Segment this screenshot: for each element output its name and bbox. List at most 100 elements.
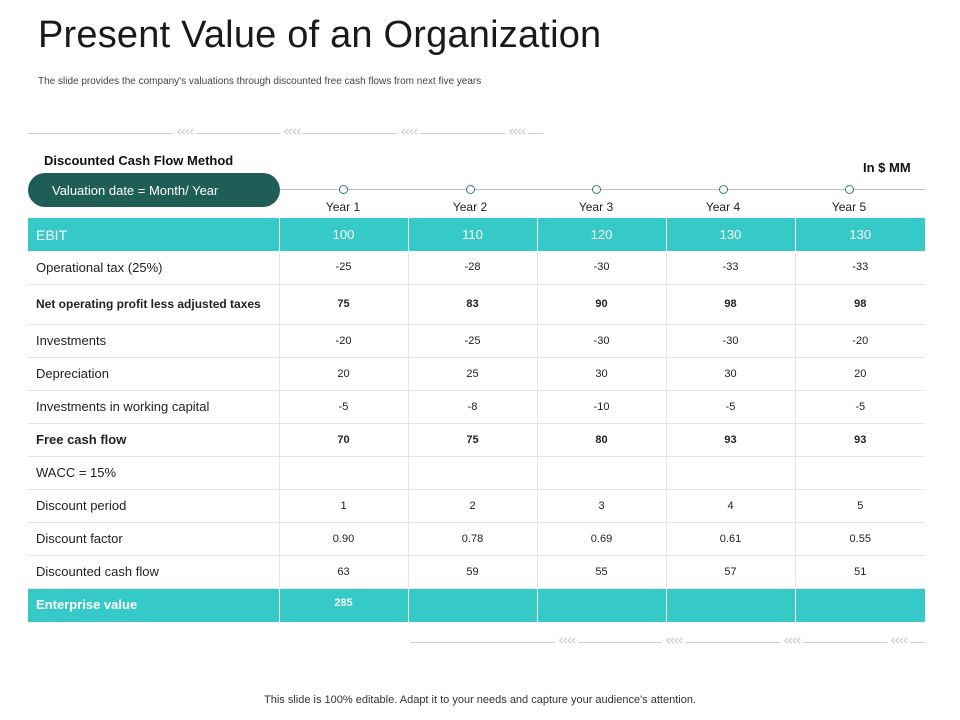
- cell: 98: [795, 284, 925, 325]
- timeline-dot: [719, 185, 728, 194]
- table-row-wacc: WACC = 15%: [28, 456, 925, 490]
- cell: -33: [795, 251, 925, 285]
- cell: 285: [279, 588, 409, 622]
- cell: -30: [666, 324, 796, 358]
- timeline-dot: [845, 185, 854, 194]
- timeline-line: [280, 189, 925, 190]
- cell: 120: [537, 218, 667, 251]
- table-row-free-cash-flow: Free cash flow 70 75 80 93 93: [28, 423, 925, 457]
- cell: 30: [666, 357, 796, 391]
- year-label: Year 5: [831, 200, 867, 214]
- cell: 2: [408, 489, 538, 523]
- slide-subtitle: The slide provides the company's valuati…: [38, 76, 482, 87]
- table-row-ebit: EBIT 100 110 120 130 130: [28, 218, 925, 251]
- chevron-left-icon: ‹‹‹‹: [397, 122, 420, 140]
- cell: 80: [537, 423, 667, 457]
- table-row-investments: Investments -20 -25 -30 -30 -20: [28, 324, 925, 358]
- cell: 25: [408, 357, 538, 391]
- row-label: Depreciation: [28, 357, 280, 391]
- chevron-left-icon: ‹‹‹‹: [780, 631, 803, 649]
- table-row-depreciation: Depreciation 20 25 30 30 20: [28, 357, 925, 391]
- table-row-discount-factor: Discount factor 0.90 0.78 0.69 0.61 0.55: [28, 522, 925, 556]
- valuation-date-pill: Valuation date = Month/ Year: [28, 173, 280, 207]
- cell: 63: [279, 555, 409, 589]
- cell: -5: [666, 390, 796, 424]
- chevron-left-icon: ‹‹‹‹: [505, 122, 528, 140]
- cell: 110: [408, 218, 538, 251]
- cell: 130: [795, 218, 925, 251]
- cell: 100: [279, 218, 409, 251]
- cell: [537, 588, 667, 622]
- cell: [666, 588, 796, 622]
- footer-note: This slide is 100% editable. Adapt it to…: [264, 694, 696, 706]
- cell: 5: [795, 489, 925, 523]
- cell: -5: [279, 390, 409, 424]
- table-row-discount-period: Discount period 1 2 3 4 5: [28, 489, 925, 523]
- cell: [666, 456, 796, 490]
- cell: 93: [795, 423, 925, 457]
- cell: -28: [408, 251, 538, 285]
- cell: [795, 588, 925, 622]
- cell: -20: [279, 324, 409, 358]
- table-row-operational-tax: Operational tax (25%) -25 -28 -30 -33 -3…: [28, 251, 925, 285]
- cell: 0.90: [279, 522, 409, 556]
- cell: 90: [537, 284, 667, 325]
- cell: 70: [279, 423, 409, 457]
- row-label: Discount period: [28, 489, 280, 523]
- row-label: Investments: [28, 324, 280, 358]
- table-row-discounted-cash-flow: Discounted cash flow 63 59 55 57 51: [28, 555, 925, 589]
- cell: 83: [408, 284, 538, 325]
- cell: 0.55: [795, 522, 925, 556]
- chevron-left-icon: ‹‹‹‹: [280, 122, 303, 140]
- unit-label: In $ MM: [863, 160, 911, 175]
- cell: 57: [666, 555, 796, 589]
- cell: 0.61: [666, 522, 796, 556]
- cell: -30: [537, 251, 667, 285]
- cell: 30: [537, 357, 667, 391]
- year-label: Year 2: [452, 200, 488, 214]
- year-label: Year 3: [578, 200, 614, 214]
- cell: 93: [666, 423, 796, 457]
- cell: 98: [666, 284, 796, 325]
- cell: -25: [408, 324, 538, 358]
- cell: -5: [795, 390, 925, 424]
- cell: [408, 456, 538, 490]
- row-label: WACC = 15%: [28, 456, 280, 490]
- method-label: Discounted Cash Flow Method: [44, 153, 234, 168]
- cell: -33: [666, 251, 796, 285]
- valuation-date-text: Valuation date = Month/ Year: [52, 182, 219, 198]
- cell: 0.78: [408, 522, 538, 556]
- cell: -20: [795, 324, 925, 358]
- timeline-dot: [466, 185, 475, 194]
- row-label: Enterprise value: [28, 588, 280, 622]
- table-row-working-capital: Investments in working capital -5 -8 -10…: [28, 390, 925, 424]
- cell: 55: [537, 555, 667, 589]
- timeline-dot: [592, 185, 601, 194]
- chevron-left-icon: ‹‹‹‹: [662, 631, 685, 649]
- row-label: Investments in working capital: [28, 390, 280, 424]
- cell: -25: [279, 251, 409, 285]
- cell: 130: [666, 218, 796, 251]
- cell: 51: [795, 555, 925, 589]
- slide-title: Present Value of an Organization: [38, 14, 602, 56]
- dcf-table: EBIT 100 110 120 130 130 Operational tax…: [28, 218, 925, 622]
- cell: [279, 456, 409, 490]
- cell: -10: [537, 390, 667, 424]
- cell: -8: [408, 390, 538, 424]
- cell: [537, 456, 667, 490]
- row-label: Operational tax (25%): [28, 251, 280, 285]
- chevron-left-icon: ‹‹‹‹: [555, 631, 578, 649]
- cell: 3: [537, 489, 667, 523]
- chevron-left-icon: ‹‹‹‹: [887, 631, 910, 649]
- cell: 59: [408, 555, 538, 589]
- cell: [408, 588, 538, 622]
- year-label: Year 4: [705, 200, 741, 214]
- cell: -30: [537, 324, 667, 358]
- cell: 4: [666, 489, 796, 523]
- year-label: Year 1: [325, 200, 361, 214]
- row-label: Free cash flow: [28, 423, 280, 457]
- row-label: EBIT: [28, 218, 280, 251]
- cell: [795, 456, 925, 490]
- cell: 75: [279, 284, 409, 325]
- chevron-left-icon: ‹‹‹‹: [173, 122, 196, 140]
